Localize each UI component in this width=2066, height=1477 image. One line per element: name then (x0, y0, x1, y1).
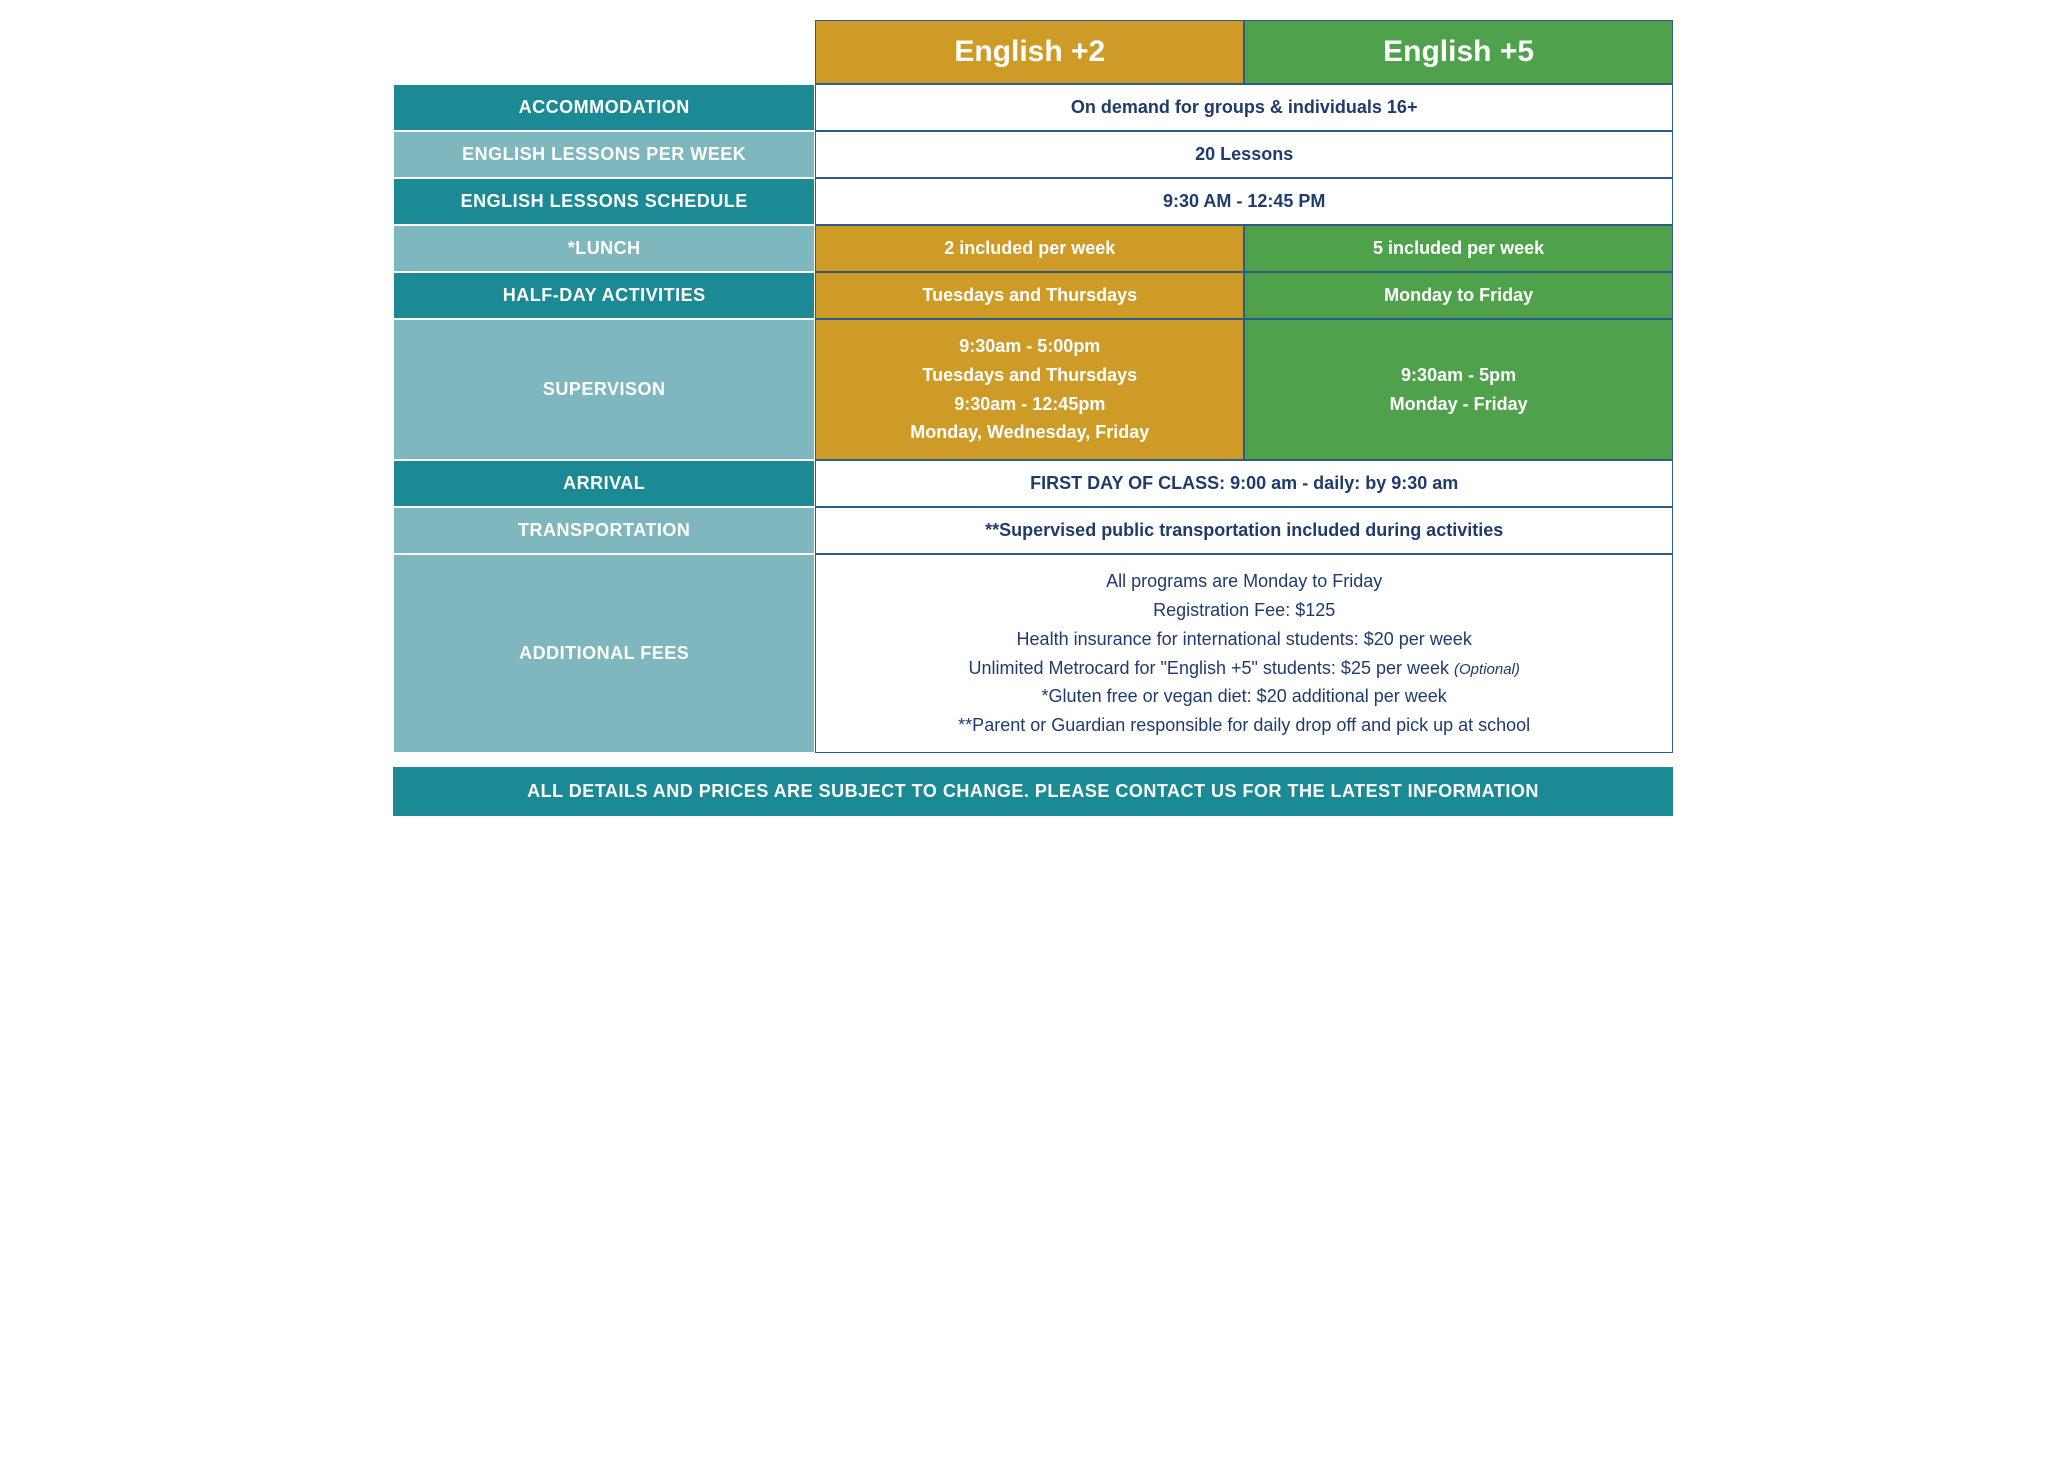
footer-bar: ALL DETAILS AND PRICES ARE SUBJECT TO CH… (393, 767, 1673, 816)
value-halfday-col2: Tuesdays and Thursdays (815, 272, 1244, 319)
row-transportation: TRANSPORTATION **Supervised public trans… (393, 507, 1673, 554)
comparison-table: English +2 English +5 ACCOMMODATION On d… (393, 20, 1673, 816)
row-supervision: SUPERVISON 9:30am - 5:00pm Tuesdays and … (393, 319, 1673, 460)
additional-fees-line4b: (Optional) (1454, 661, 1520, 678)
label-arrival: ARRIVAL (393, 460, 815, 507)
value-lessons-schedule: 9:30 AM - 12:45 PM (815, 178, 1673, 225)
header-empty (393, 20, 815, 84)
label-accommodation: ACCOMMODATION (393, 84, 815, 131)
row-arrival: ARRIVAL FIRST DAY OF CLASS: 9:00 am - da… (393, 460, 1673, 507)
row-lessons-per-week: ENGLISH LESSONS PER WEEK 20 Lessons (393, 131, 1673, 178)
label-transportation: TRANSPORTATION (393, 507, 815, 554)
label-lessons-schedule: ENGLISH LESSONS SCHEDULE (393, 178, 815, 225)
row-lessons-schedule: ENGLISH LESSONS SCHEDULE 9:30 AM - 12:45… (393, 178, 1673, 225)
additional-fees-line4: Unlimited Metrocard for "English +5" stu… (968, 654, 1519, 683)
row-halfday: HALF-DAY ACTIVITIES Tuesdays and Thursda… (393, 272, 1673, 319)
supervision-col2-line2: Tuesdays and Thursdays (922, 361, 1137, 390)
label-lunch: *LUNCH (393, 225, 815, 272)
additional-fees-line6: **Parent or Guardian responsible for dai… (958, 711, 1530, 740)
value-transportation: **Supervised public transportation inclu… (815, 507, 1673, 554)
value-supervision-col5: 9:30am - 5pm Monday - Friday (1244, 319, 1673, 460)
header-english-plus-2: English +2 (815, 20, 1244, 84)
label-supervision: SUPERVISON (393, 319, 815, 460)
additional-fees-line5: *Gluten free or vegan diet: $20 addition… (1042, 682, 1447, 711)
label-halfday: HALF-DAY ACTIVITIES (393, 272, 815, 319)
value-supervision-col2: 9:30am - 5:00pm Tuesdays and Thursdays 9… (815, 319, 1244, 460)
supervision-col5-line2: Monday - Friday (1390, 390, 1528, 419)
value-lunch-col5: 5 included per week (1244, 225, 1673, 272)
value-arrival: FIRST DAY OF CLASS: 9:00 am - daily: by … (815, 460, 1673, 507)
row-additional-fees: ADDITIONAL FEES All programs are Monday … (393, 554, 1673, 753)
value-additional-fees: All programs are Monday to Friday Regist… (815, 554, 1673, 753)
value-halfday-col5: Monday to Friday (1244, 272, 1673, 319)
additional-fees-line2: Registration Fee: $125 (1153, 596, 1335, 625)
additional-fees-line1: All programs are Monday to Friday (1106, 567, 1382, 596)
supervision-col2-line1: 9:30am - 5:00pm (959, 332, 1100, 361)
additional-fees-line3: Health insurance for international stude… (1017, 625, 1472, 654)
supervision-col2-line3: 9:30am - 12:45pm (954, 390, 1105, 419)
value-lessons-per-week: 20 Lessons (815, 131, 1673, 178)
row-lunch: *LUNCH 2 included per week 5 included pe… (393, 225, 1673, 272)
value-accommodation: On demand for groups & individuals 16+ (815, 84, 1673, 131)
header-row: English +2 English +5 (393, 20, 1673, 84)
supervision-col5-line1: 9:30am - 5pm (1401, 361, 1516, 390)
supervision-col2-line4: Monday, Wednesday, Friday (910, 418, 1149, 447)
label-lessons-per-week: ENGLISH LESSONS PER WEEK (393, 131, 815, 178)
row-accommodation: ACCOMMODATION On demand for groups & ind… (393, 84, 1673, 131)
value-lunch-col2: 2 included per week (815, 225, 1244, 272)
header-english-plus-5: English +5 (1244, 20, 1673, 84)
additional-fees-line4a: Unlimited Metrocard for "English +5" stu… (968, 658, 1454, 678)
label-additional-fees: ADDITIONAL FEES (393, 554, 815, 753)
